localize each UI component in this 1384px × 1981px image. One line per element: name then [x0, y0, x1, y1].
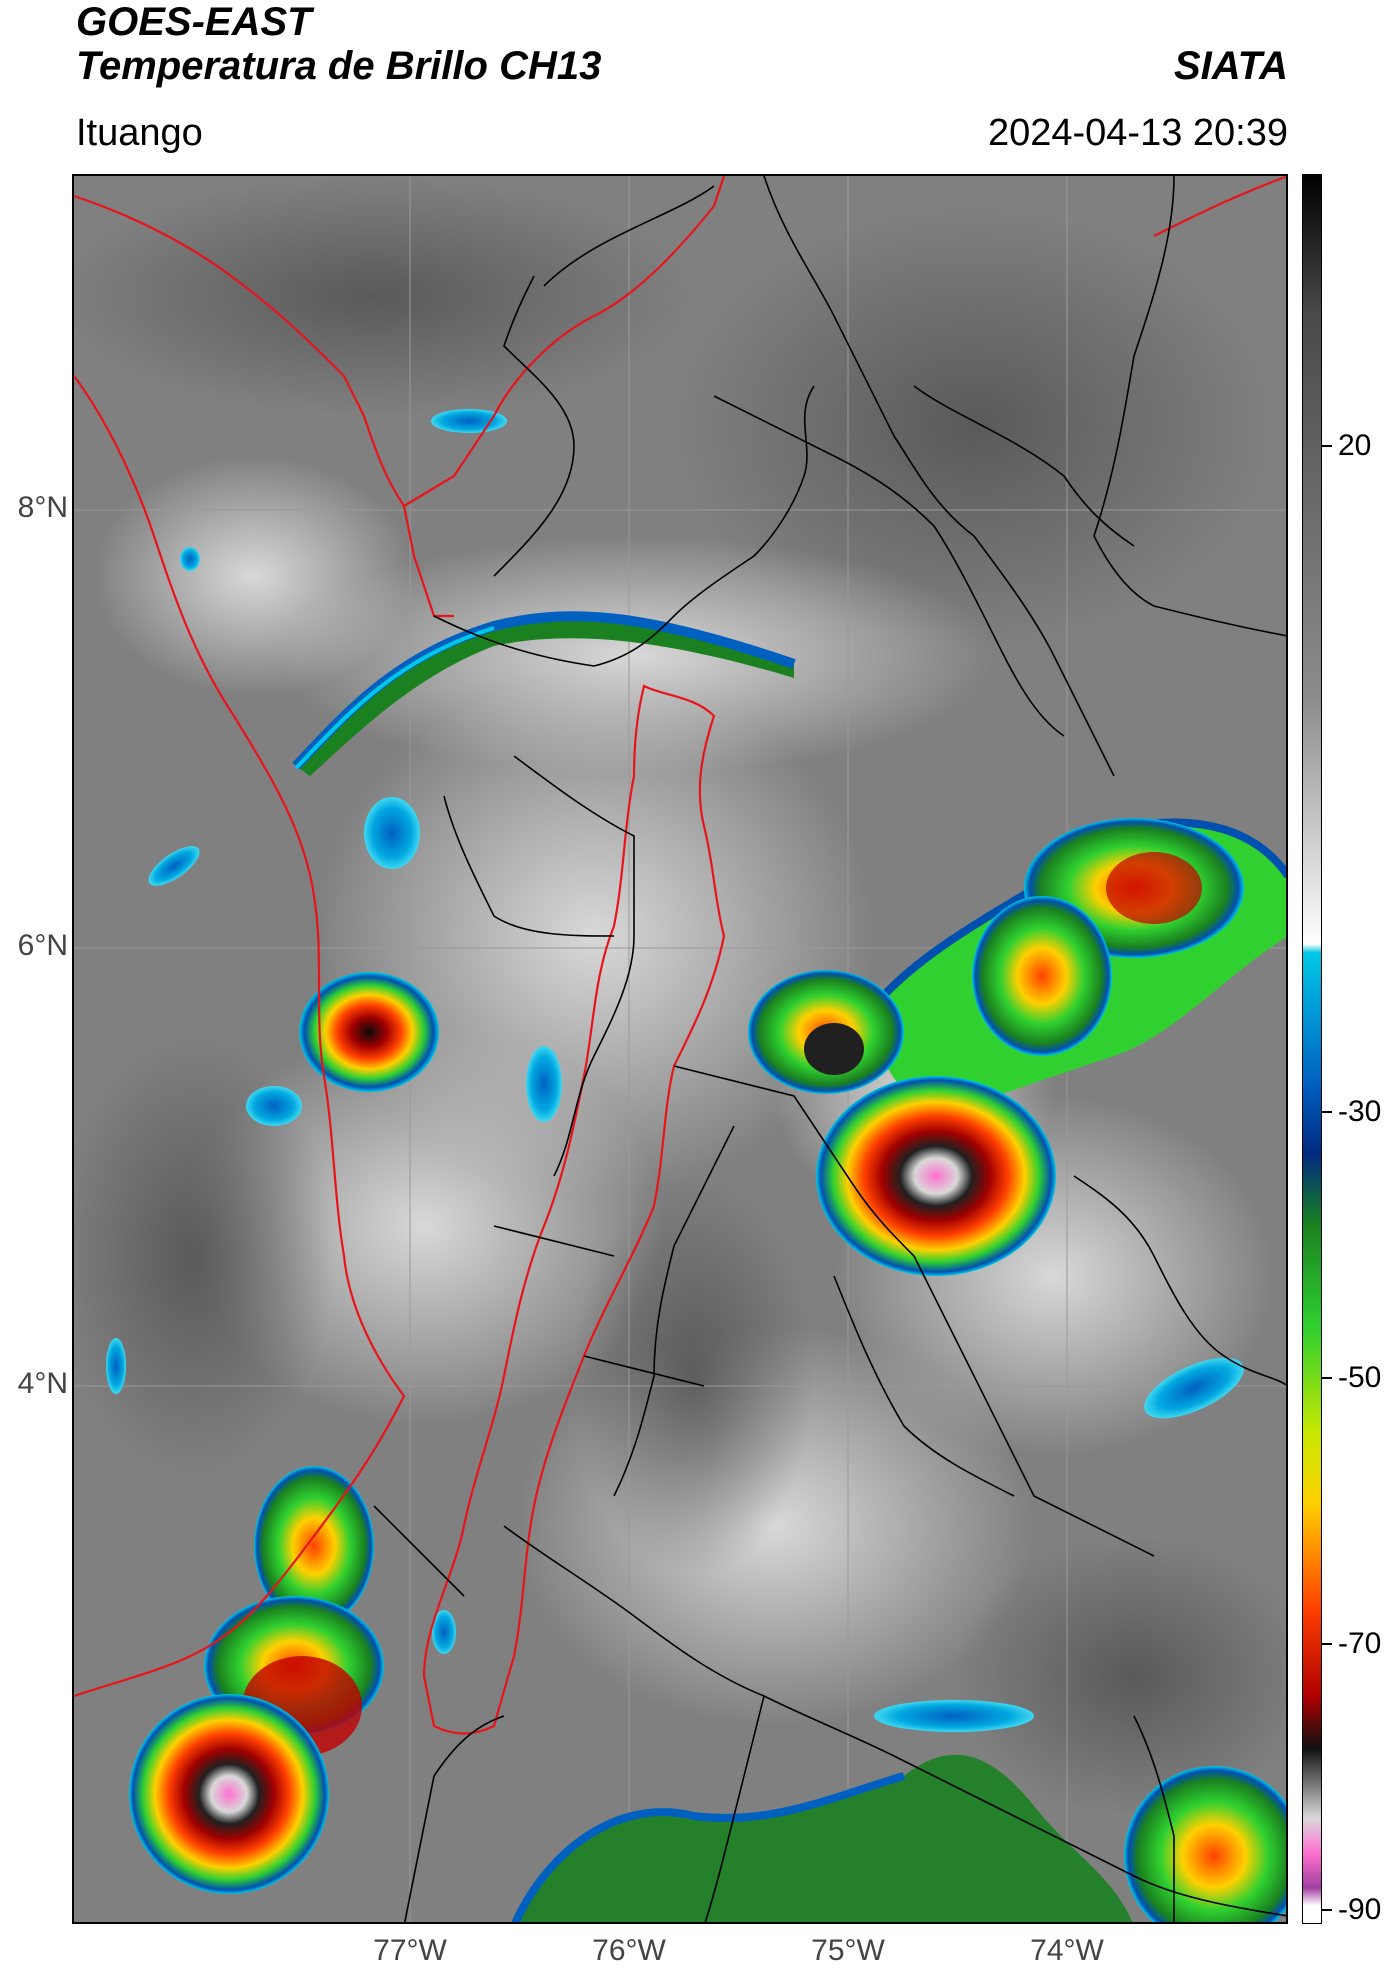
lat-label-6n: 6°N — [17, 929, 68, 962]
national-borders — [74, 176, 1286, 1735]
lat-label-8n: 8°N — [17, 491, 68, 524]
map-svg — [74, 176, 1286, 1922]
department-borders — [373, 176, 1286, 1922]
lon-label-74w: 74°W — [1030, 1934, 1104, 1967]
colorbar-label-minus90: -90 — [1338, 1893, 1382, 1926]
colorbar-tick-minus30 — [1322, 1111, 1332, 1113]
lon-label-75w: 75°W — [811, 1934, 885, 1967]
lon-label-77w: 77°W — [373, 1934, 447, 1967]
lon-label-76w: 76°W — [592, 1934, 666, 1967]
lat-label-4n: 4°N — [17, 1367, 68, 1400]
colorbar-tick-minus50 — [1322, 1377, 1332, 1379]
datetime-label: 2024-04-13 20:39 — [987, 112, 1288, 154]
colorbar-tick-minus90 — [1322, 1909, 1332, 1911]
colorbar-tick-minus70 — [1322, 1643, 1332, 1645]
title-product: Temperatura de Brillo CH13 — [76, 44, 602, 88]
colorbar-label-20: 20 — [1338, 429, 1372, 462]
colorbar-label-minus50: -50 — [1338, 1361, 1382, 1394]
brand-label: SIATA — [1173, 44, 1288, 88]
colorbar-tick-20 — [1322, 445, 1332, 447]
location-label: Ituango — [76, 112, 203, 154]
colorbar-label-minus70: -70 — [1338, 1627, 1382, 1660]
satellite-map — [72, 174, 1288, 1924]
title-satellite: GOES-EAST — [76, 0, 312, 44]
temperature-colorbar — [1302, 174, 1322, 1924]
colorbar-label-minus30: -30 — [1338, 1095, 1382, 1128]
convective-cells — [106, 409, 1286, 1922]
